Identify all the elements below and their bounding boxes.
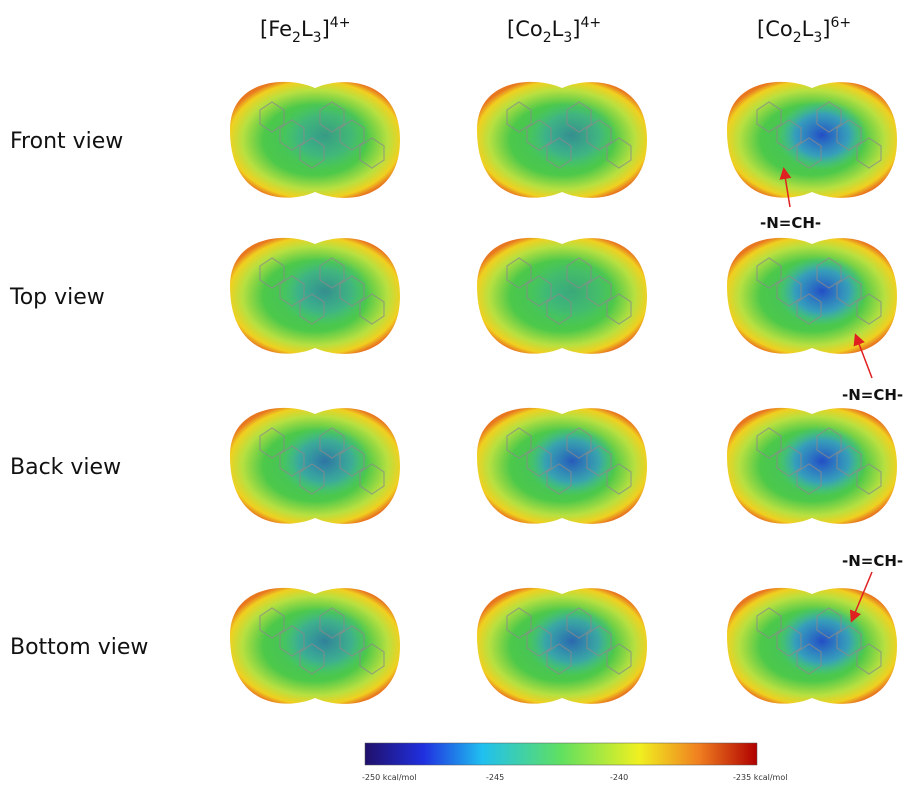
surface-patch (527, 256, 617, 326)
header-part: 6+ (830, 15, 851, 31)
surface-patch (280, 256, 370, 326)
header-part: 3 (563, 30, 572, 46)
surface-patch (527, 426, 617, 496)
page: -N=CH- -N=CH- -N=CH- -250 kcal/mol -245 … (0, 0, 907, 785)
header-part: 2 (543, 30, 552, 46)
row-label: Back view (10, 455, 121, 480)
header-part: L (301, 17, 313, 41)
surface-patch (280, 100, 370, 170)
header-part: ] (822, 17, 830, 41)
row-label: Bottom view (10, 635, 148, 660)
colorbar-label: -235 kcal/mol (733, 773, 787, 782)
figure: -N=CH- -N=CH- -N=CH- -250 kcal/mol -245 … (0, 0, 907, 785)
column-header: [Co2L3]6+ (757, 15, 851, 46)
colorbar (365, 743, 757, 765)
header-part: L (802, 17, 814, 41)
header-part: L (552, 17, 564, 41)
annotation: -N=CH- (842, 552, 903, 570)
surface-patch (777, 100, 867, 170)
header-part: 3 (313, 30, 322, 46)
column-header: [Co2L3]4+ (507, 15, 601, 46)
row-label: Top view (9, 285, 105, 310)
header-part: 2 (292, 30, 301, 46)
header-part: [Fe (260, 17, 292, 41)
header-part: ] (572, 17, 580, 41)
surface-patch (527, 100, 617, 170)
annotation: -N=CH- (760, 214, 821, 232)
colorbar-label: -245 (486, 773, 504, 782)
surface-patch (527, 606, 617, 676)
surface-patch (777, 426, 867, 496)
header-part: 4+ (330, 15, 351, 31)
header-part: ] (322, 17, 330, 41)
surface-patch (280, 606, 370, 676)
column-header: [Fe2L3]4+ (260, 15, 350, 46)
surface-patch (777, 256, 867, 326)
colorbar-label: -250 kcal/mol (362, 773, 416, 782)
surface-patch (280, 426, 370, 496)
header-part: 4+ (580, 15, 601, 31)
header-part: 3 (813, 30, 822, 46)
annotation: -N=CH- (842, 386, 903, 404)
molecule-maps (230, 82, 897, 704)
header-part: [Co (507, 17, 543, 41)
header-part: 2 (793, 30, 802, 46)
header-part: [Co (757, 17, 793, 41)
row-label: Front view (10, 129, 123, 154)
colorbar-label: -240 (610, 773, 628, 782)
